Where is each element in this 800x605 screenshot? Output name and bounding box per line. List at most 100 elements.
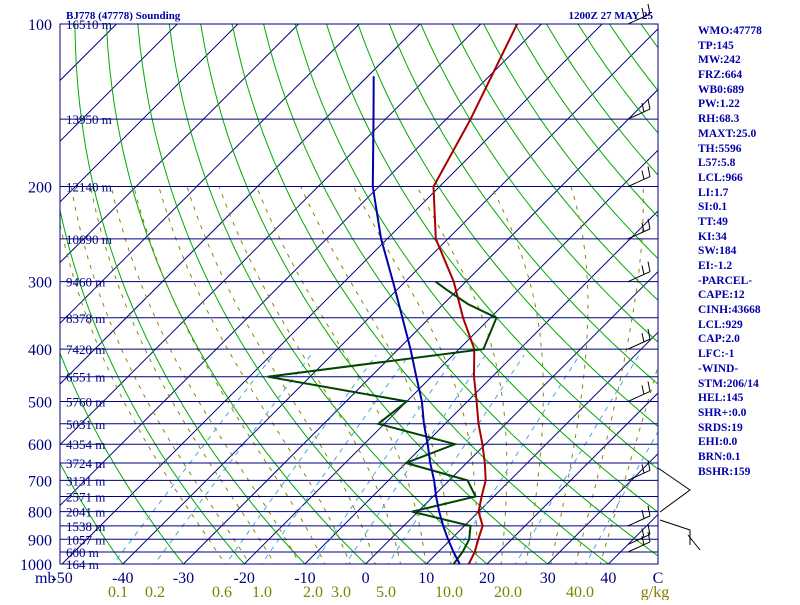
height-label: 7420 m [66,342,105,357]
index-item: CAPE:12 [698,288,798,303]
index-item: -WIND- [698,362,798,377]
hodograph-icon [658,468,700,550]
index-item: FRZ:664 [698,68,798,83]
height-label: 8378 m [66,311,105,326]
height-label: 5760 m [66,394,105,409]
height-label: 2571 m [66,490,105,505]
index-item: TP:145 [698,39,798,54]
mixing-ratio-label: 10.0 [435,584,463,600]
index-item: SI:0.1 [698,200,798,215]
wind-barb-icon [628,516,650,526]
pressure-tick-label: 200 [28,180,52,197]
index-item: TH:5596 [698,142,798,157]
height-label: 4354 m [66,437,105,452]
mixing-ratio-line [218,355,377,576]
temperature-tick-label: 20 [479,570,495,587]
mixing-ratio-label: 2.0 [303,584,323,600]
mixing-ratio-label: 3.0 [331,584,351,600]
index-item: LCL:966 [698,171,798,186]
index-item: WB0:689 [698,83,798,98]
mixing-ratio-label: 0.2 [145,584,165,600]
height-label: 5031 m [66,417,105,432]
pressure-tick-label: 600 [28,437,52,454]
mixing-ratio-line [509,355,639,576]
height-label: 3724 m [66,456,105,471]
index-item: TT:49 [698,215,798,230]
wind-barb-icon [628,272,650,282]
index-item: CINH:43668 [698,303,798,318]
isotherm-line [0,24,359,564]
mixing-ratio-line [580,355,702,576]
wind-barb-icon [642,385,644,394]
pressure-tick-label: 100 [28,17,52,34]
station-title: BJ778 (47778) Sounding [66,10,181,22]
wind-barb-icon [628,177,650,187]
wind-barb-icon [642,333,644,342]
moist-adiabat-line [159,187,354,576]
sounding-time: 1200Z 27 MAY 25 [569,10,654,22]
temperature-tick-label: -50 [51,570,72,587]
pressure-tick-label: 900 [28,532,52,549]
temperature-tick-label: 40 [600,570,616,587]
index-item: KI:34 [698,230,798,245]
wind-barb-icon [642,171,644,180]
index-item: -PARCEL- [698,274,798,289]
pressure-tick-label: 500 [28,394,52,411]
moist-adiabat-line [134,187,330,576]
dry-adiabat-line [75,24,316,575]
temperature-tick-label: 0 [362,570,370,587]
mixing-ratio-line [146,355,311,576]
index-item: CAP:2.0 [698,332,798,347]
index-item: PW:1.22 [698,97,798,112]
wind-barb-icon [648,506,650,516]
moist-adiabat-line [492,187,544,576]
pressure-tick-label: 300 [28,275,52,292]
height-label: 12140 m [66,180,112,195]
mixing-ratio-label: g/kg [641,584,669,600]
mixing-ratio-label: 5.0 [376,584,396,600]
height-label: 13950 m [66,112,112,127]
background-grid [0,24,800,575]
mixing-ratio-label: 20.0 [494,584,522,600]
index-item: SHR+:0.0 [698,406,798,421]
index-item: LFC:-1 [698,347,798,362]
wind-barb-icon [648,167,650,177]
moist-adiabat-line [573,187,644,576]
mixing-ratio-label: 40.0 [566,584,594,600]
index-item: MW:242 [698,53,798,68]
pressure-tick-label: 700 [28,473,52,490]
height-label: 6551 m [66,370,105,385]
height-label: 9460 m [66,275,105,290]
temperature-tick-label: 30 [540,570,556,587]
moist-adiabat-line [597,187,702,576]
mixing-ratio-label: 0.1 [108,584,128,600]
moist-adiabat-line [257,187,427,576]
index-item: L57:5.8 [698,156,798,171]
index-item: WMO:47778 [698,24,798,39]
wind-barb-icon [648,262,650,272]
height-label: 2041 m [66,505,105,520]
isotherm-line [62,24,602,564]
moist-adiabat-line [301,187,452,576]
mixing-ratio-label: 1.0 [252,584,272,600]
index-item: BRN:0.1 [698,450,798,465]
mixing-ratio-line [443,355,580,576]
wind-barb-icon [628,391,650,401]
index-item: EHI:0.0 [698,435,798,450]
wind-barb-icon [648,381,650,391]
index-item: HEL:145 [698,391,798,406]
height-label: 3131 m [66,473,105,488]
moist-adiabat-line [354,187,477,576]
moist-adiabat-line [548,187,588,576]
mixing-ratio-line [105,355,274,576]
wind-barb-icon [642,266,644,275]
pressure-tick-label: 800 [28,505,52,522]
index-item: LCL:929 [698,318,798,333]
height-label: 10690 m [66,232,112,247]
temperature-tick-label: -30 [173,570,194,587]
index-item: RH:68.3 [698,112,798,127]
